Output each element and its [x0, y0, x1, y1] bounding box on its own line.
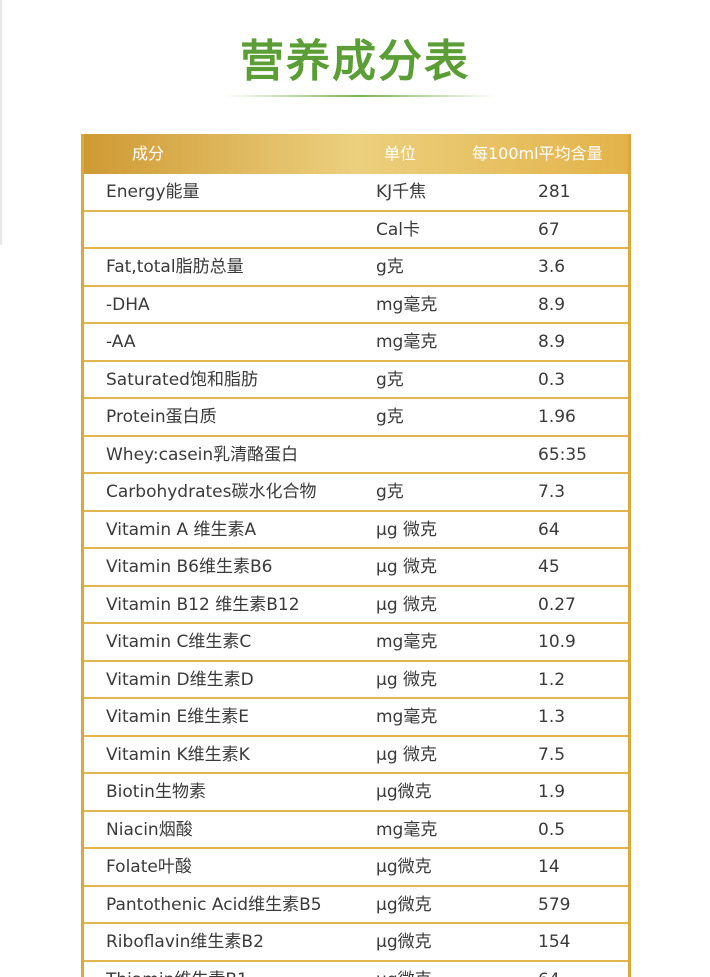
table-header-row: 成分 单位 每100ml平均含量 — [84, 134, 628, 174]
row-unit: g克 — [376, 257, 404, 277]
row-amount: 1.2 — [538, 669, 566, 690]
row-ingredient: Fat,total脂肪总量 — [106, 257, 244, 277]
header-ingredient: 成分 — [132, 144, 165, 163]
row-unit: μg 微克 — [376, 519, 438, 540]
row-ingredient: Vitamin E维生素E — [106, 707, 250, 727]
row-unit: μg微克 — [376, 782, 432, 802]
row-unit: KJ千焦 — [376, 182, 427, 202]
table-row: Whey:casein乳清酪蛋白 65:35 — [84, 437, 628, 474]
row-amount: 8.9 — [538, 332, 566, 352]
row-unit: mg毫克 — [376, 707, 438, 727]
row-ingredient: Vitamin D维生素D — [106, 669, 254, 690]
row-ingredient: Vitamin B12 维生素B12 — [106, 594, 300, 615]
row-amount: 7.3 — [538, 482, 566, 502]
row-ingredient: -AA — [106, 332, 136, 352]
table-row: Niacin烟酸 mg毫克 0.5 — [84, 812, 628, 849]
row-amount: 14 — [538, 857, 560, 877]
table-row: -AA mg毫克 8.9 — [84, 324, 628, 362]
table-row: Fat,total脂肪总量 g克 3.6 — [84, 249, 628, 287]
header-amount: 每100ml平均含量 — [472, 144, 603, 163]
table-row: -DHA mg毫克 8.9 — [84, 287, 628, 324]
table-row: Vitamin B6维生素B6 μg 微克 45 — [84, 549, 628, 587]
row-ingredient: Riboflavin维生素B2 — [106, 932, 264, 952]
row-ingredient: Saturated饱和脂肪 — [106, 369, 258, 390]
row-ingredient: Niacin烟酸 — [106, 819, 193, 840]
table-body: Energy能量 KJ千焦 281 Cal卡 67 Fat,total脂肪总量 g克 3.6 -… — [84, 174, 628, 977]
row-ingredient: Pantothenic Acid维生素B5 — [106, 894, 322, 915]
table-row: Energy能量 KJ千焦 281 — [84, 174, 628, 212]
row-amount: 8.9 — [538, 294, 566, 315]
row-amount: 64 — [538, 962, 560, 977]
row-ingredient: Vitamin A 维生素A — [106, 519, 257, 540]
row-unit: μg 微克 — [376, 557, 438, 577]
row-unit: g克 — [376, 482, 404, 502]
table-row: Cal卡 67 — [84, 212, 628, 249]
row-amount: 10.9 — [538, 632, 576, 652]
row-unit: μg 微克 — [376, 669, 438, 690]
table-row: Pantothenic Acid维生素B5 μg微克 579 — [84, 887, 628, 924]
row-amount: 1.3 — [538, 707, 566, 727]
left-divider-line — [0, 0, 2, 245]
row-ingredient: Vitamin K维生素K — [106, 744, 250, 765]
row-unit: μg 微克 — [376, 594, 438, 615]
table-row: Vitamin A 维生素A μg 微克 64 — [84, 512, 628, 549]
row-ingredient: -DHA — [106, 294, 150, 315]
page-title: 营养成分表 — [240, 36, 470, 87]
table-row: Vitamin D维生素D μg 微克 1.2 — [84, 662, 628, 699]
row-amount: 65:35 — [538, 444, 587, 465]
row-amount: 154 — [538, 932, 571, 952]
row-unit: Cal卡 — [376, 219, 421, 240]
row-ingredient: Biotin生物素 — [106, 782, 206, 802]
row-unit: μg微克 — [376, 932, 432, 952]
row-amount: 0.3 — [538, 369, 566, 390]
row-amount: 1.96 — [538, 407, 576, 427]
header-unit: 单位 — [384, 144, 417, 163]
row-ingredient: Carbohydrates碳水化合物 — [106, 482, 317, 502]
row-ingredient: Whey:casein乳清酪蛋白 — [106, 444, 299, 465]
row-unit: mg毫克 — [376, 819, 438, 840]
row-ingredient: Vitamin C维生素C — [106, 632, 252, 652]
row-unit: mg毫克 — [376, 632, 438, 652]
row-amount: 64 — [538, 519, 560, 540]
row-amount: 1.9 — [538, 782, 566, 802]
row-unit: g克 — [376, 369, 404, 390]
table-row: Vitamin E维生素E mg毫克 1.3 — [84, 699, 628, 737]
row-amount: 67 — [538, 219, 560, 240]
table-row: Vitamin K维生素K μg 微克 7.5 — [84, 737, 628, 774]
row-unit: μg微克 — [376, 894, 432, 915]
row-unit: mg毫克 — [376, 294, 438, 315]
row-ingredient: Protein蛋白质 — [106, 407, 217, 427]
row-unit: μg微克 — [376, 962, 432, 977]
table-row: Protein蛋白质 g克 1.96 — [84, 399, 628, 437]
row-amount: 45 — [538, 557, 560, 577]
row-unit: μg 微克 — [376, 744, 438, 765]
row-unit: mg毫克 — [376, 332, 438, 352]
row-ingredient: Energy能量 — [106, 182, 200, 202]
row-amount: 3.6 — [538, 257, 566, 277]
title-underline — [225, 95, 495, 97]
row-ingredient: Vitamin B6维生素B6 — [106, 557, 273, 577]
table-row: Vitamin C维生素C mg毫克 10.9 — [84, 624, 628, 662]
row-amount: 0.5 — [538, 819, 566, 840]
table-row: Riboflavin维生素B2 μg微克 154 — [84, 924, 628, 962]
row-amount: 7.5 — [538, 744, 566, 765]
table-row: Folate叶酸 μg微克 14 — [84, 849, 628, 887]
row-unit: μg微克 — [376, 857, 432, 877]
table-row: Vitamin B12 维生素B12 μg 微克 0.27 — [84, 587, 628, 624]
table-row: Saturated饱和脂肪 g克 0.3 — [84, 362, 628, 399]
row-ingredient: Thiamin维生素B1 — [106, 962, 248, 977]
row-amount: 579 — [538, 894, 571, 915]
table-row: Carbohydrates碳水化合物 g克 7.3 — [84, 474, 628, 512]
nutrition-table: 成分 单位 每100ml平均含量 Energy能量 KJ千焦 281 Cal卡 67 Fa… — [81, 134, 631, 977]
table-row: Thiamin维生素B1 μg微克 64 — [84, 962, 628, 977]
row-ingredient: Folate叶酸 — [106, 857, 192, 877]
row-amount: 281 — [538, 182, 571, 202]
table-row: Biotin生物素 μg微克 1.9 — [84, 774, 628, 812]
row-unit: g克 — [376, 407, 404, 427]
row-amount: 0.27 — [538, 594, 576, 615]
